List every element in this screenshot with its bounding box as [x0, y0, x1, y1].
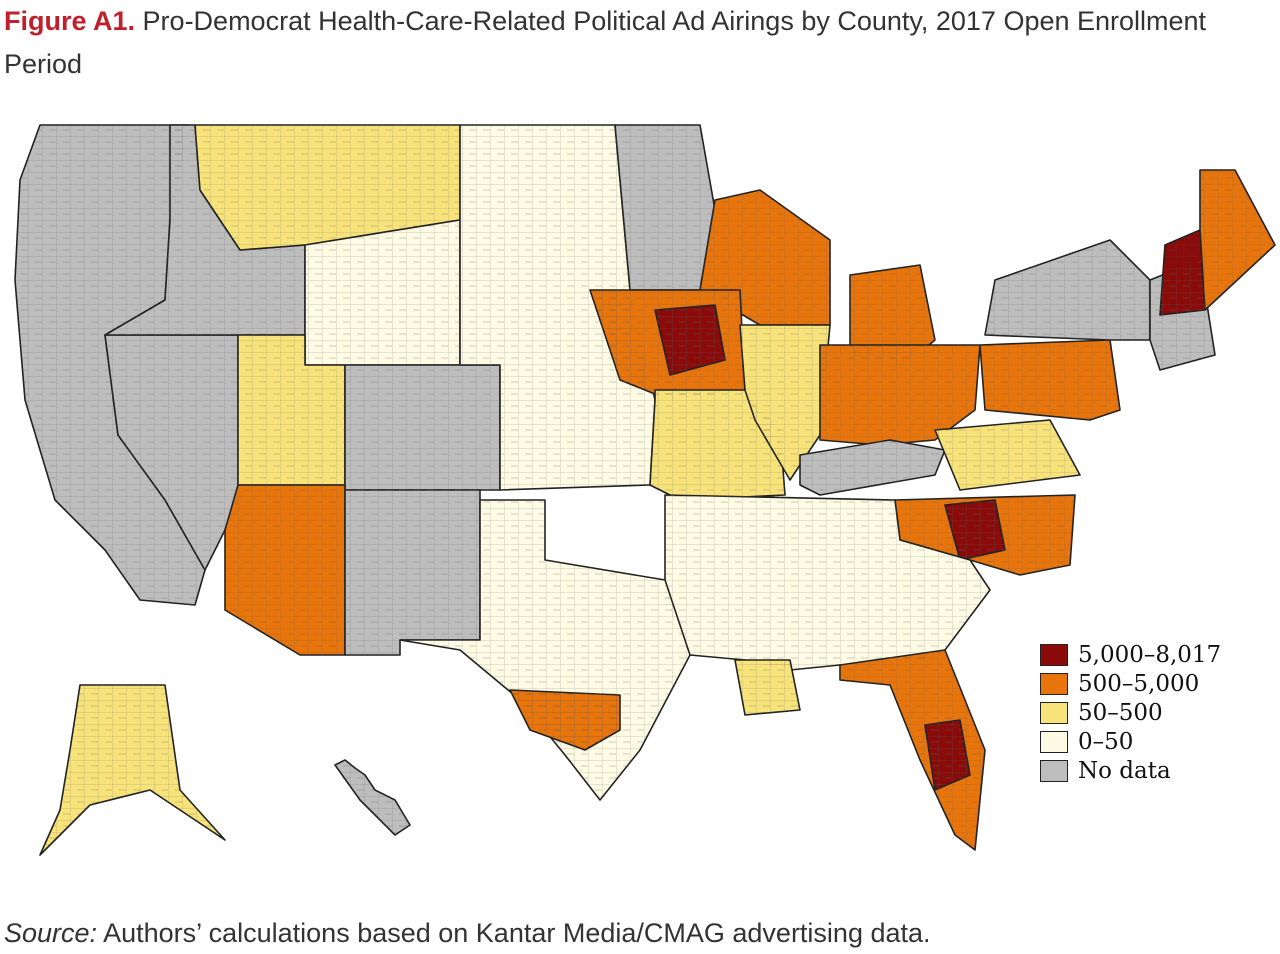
source-note: Source: Authors’ calculations based on K…	[4, 918, 931, 949]
legend-label: 50–500	[1078, 699, 1163, 726]
map-legend: 5,000–8,017 500–5,000 50–500 0–50 No dat…	[1040, 640, 1260, 785]
legend-item: 500–5,000	[1040, 669, 1260, 698]
legend-item: 0–50	[1040, 727, 1260, 756]
legend-item: 50–500	[1040, 698, 1260, 727]
region-pennsylvania	[979, 339, 1121, 421]
legend-item: No data	[1040, 756, 1260, 785]
legend-label: No data	[1078, 757, 1171, 784]
figure-title: Figure A1. Pro-Democrat Health-Care-Rela…	[4, 0, 1276, 86]
source-label: Source:	[4, 918, 98, 948]
region-minnesota	[614, 124, 716, 291]
region-new-hampshire	[1159, 229, 1206, 316]
legend-label: 0–50	[1078, 728, 1134, 755]
region-kentucky	[799, 439, 946, 496]
legend-swatch	[1040, 759, 1068, 782]
legend-swatch	[1040, 701, 1068, 724]
region-virginia	[934, 419, 1081, 491]
legend-swatch	[1040, 672, 1068, 695]
figure-title-text: Pro-Democrat Health-Care-Related Politic…	[4, 6, 1207, 79]
region-new-york	[984, 239, 1151, 341]
region-maine	[1199, 169, 1276, 311]
legend-label: 5,000–8,017	[1078, 641, 1222, 668]
legend-swatch	[1040, 730, 1068, 753]
source-text: Authors’ calculations based on Kantar Me…	[97, 918, 931, 948]
region-arizona	[224, 484, 346, 656]
legend-label: 500–5,000	[1078, 670, 1200, 697]
choropleth-map	[0, 100, 1280, 920]
region-hawaii	[334, 759, 411, 836]
legend-item: 5,000–8,017	[1040, 640, 1260, 669]
region-colorado	[344, 364, 501, 491]
region-new-mexico	[344, 489, 481, 656]
region-louisiana	[734, 659, 801, 716]
legend-swatch	[1040, 643, 1068, 666]
region-alaska	[39, 684, 226, 856]
figure-label: Figure A1.	[4, 6, 136, 36]
us-map-svg	[14, 124, 1276, 856]
region-wyoming	[304, 219, 461, 366]
